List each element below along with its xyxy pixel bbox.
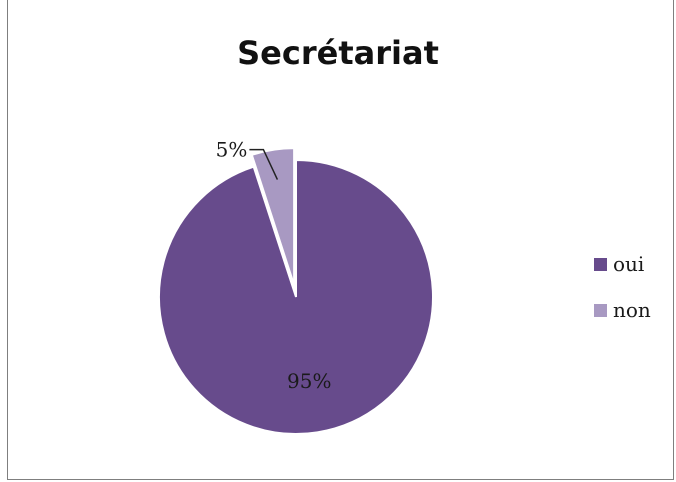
legend-item-non: non [594,298,651,322]
chart-frame [7,0,674,480]
pie-slice-non [250,147,296,286]
legend-label-oui: oui [613,252,645,276]
leader-line-non [249,148,279,180]
legend-label-non: non [613,298,651,322]
legend-swatch-non [594,303,607,317]
legend-item-oui: oui [594,252,644,276]
legend-swatch-oui [594,257,607,271]
data-label-oui: 95% [287,369,331,393]
pie-slice-oui [158,158,434,435]
data-label-non: 5% [216,138,248,162]
chart-title: Secrétariat [237,34,439,72]
